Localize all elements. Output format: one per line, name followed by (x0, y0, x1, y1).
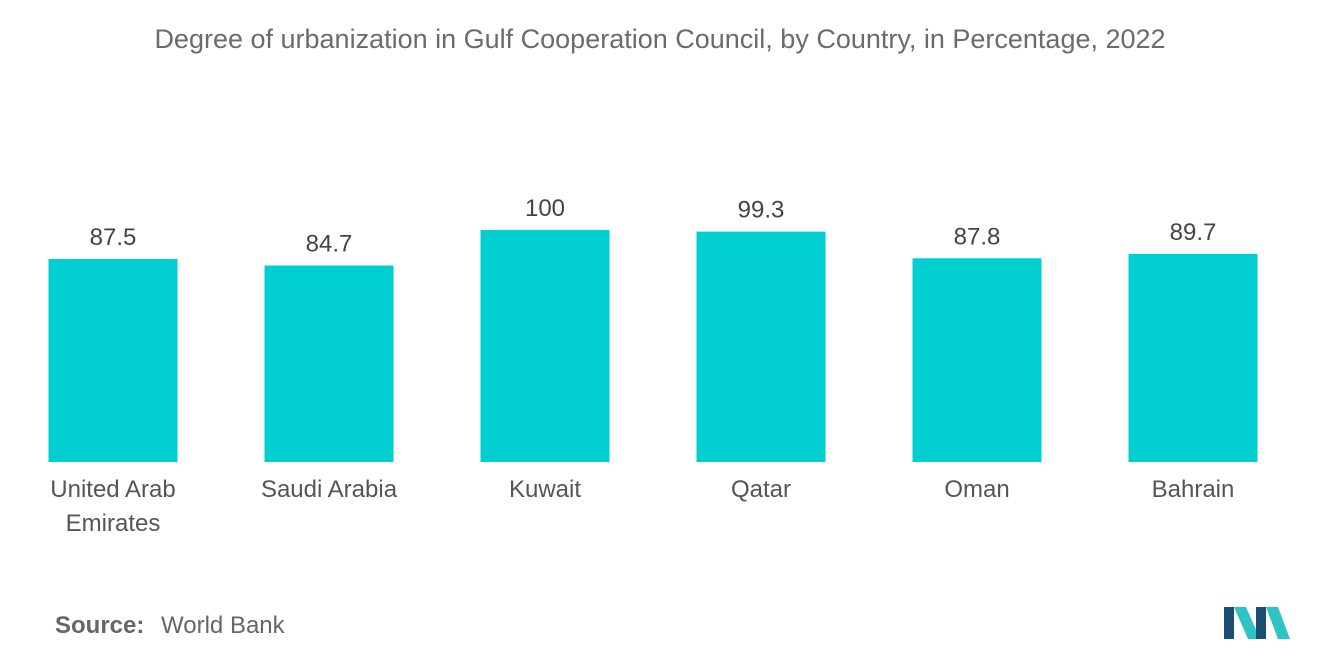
source-label: Source: (55, 612, 145, 639)
category-label: Kuwait (509, 476, 581, 503)
bar-1 (264, 265, 394, 462)
bar-0 (48, 259, 178, 462)
bar-value-label: 89.7 (1170, 219, 1217, 246)
category-label: Saudi Arabia (261, 476, 398, 503)
bar-3 (696, 231, 826, 462)
chart-title: Degree of urbanization in Gulf Cooperati… (154, 24, 1166, 54)
bar-4 (912, 258, 1042, 462)
mordor-logo-icon (1224, 607, 1290, 639)
bar-value-label: 84.7 (306, 230, 353, 257)
category-label: United Arab Emirates (50, 476, 175, 537)
bar-value-label: 100 (525, 195, 565, 222)
bar-5 (1128, 253, 1258, 462)
category-label: Qatar (731, 476, 791, 503)
source-value: World Bank (161, 612, 285, 639)
bar-value-label: 87.8 (954, 223, 1001, 250)
bar-value-label: 99.3 (738, 197, 785, 224)
category-label: Bahrain (1152, 476, 1235, 503)
bar-value-label: 87.5 (90, 224, 137, 251)
category-label: Oman (944, 476, 1009, 503)
source-note: Source: World Bank (55, 612, 285, 640)
bar-2 (480, 230, 610, 462)
